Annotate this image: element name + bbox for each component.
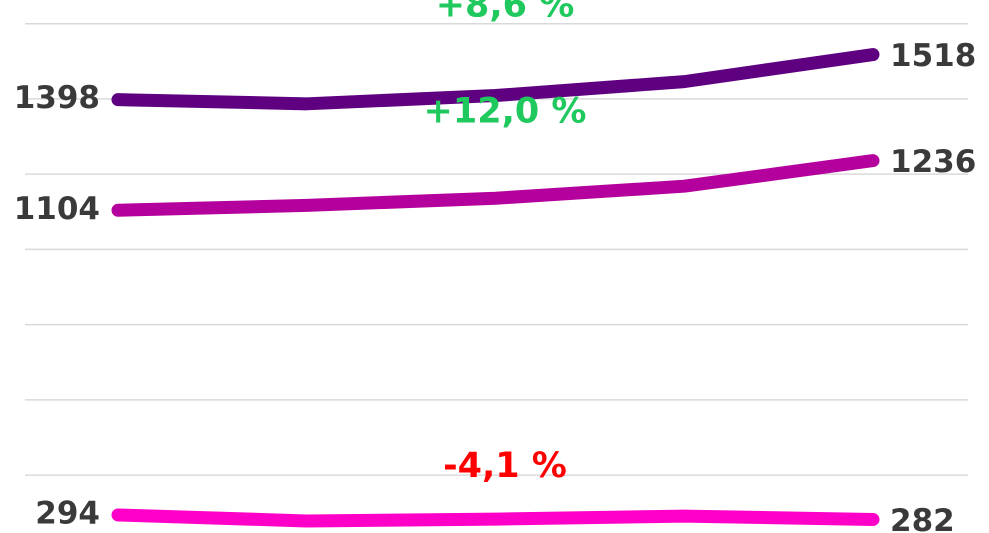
start-value-label: 294 (35, 495, 100, 531)
end-value-label: 1518 (890, 38, 976, 74)
start-value-label: 1398 (14, 80, 100, 116)
change-annotation: -4,1 % (443, 446, 567, 486)
series-line (111, 154, 880, 217)
series-line (111, 48, 880, 111)
end-value-label: 1236 (890, 144, 976, 180)
start-value-label: 1104 (14, 191, 100, 227)
end-value-label: 282 (890, 503, 955, 533)
change-annotation: +8,6 % (436, 0, 575, 26)
change-annotation: +12,0 % (424, 92, 587, 132)
series-line (111, 508, 880, 528)
